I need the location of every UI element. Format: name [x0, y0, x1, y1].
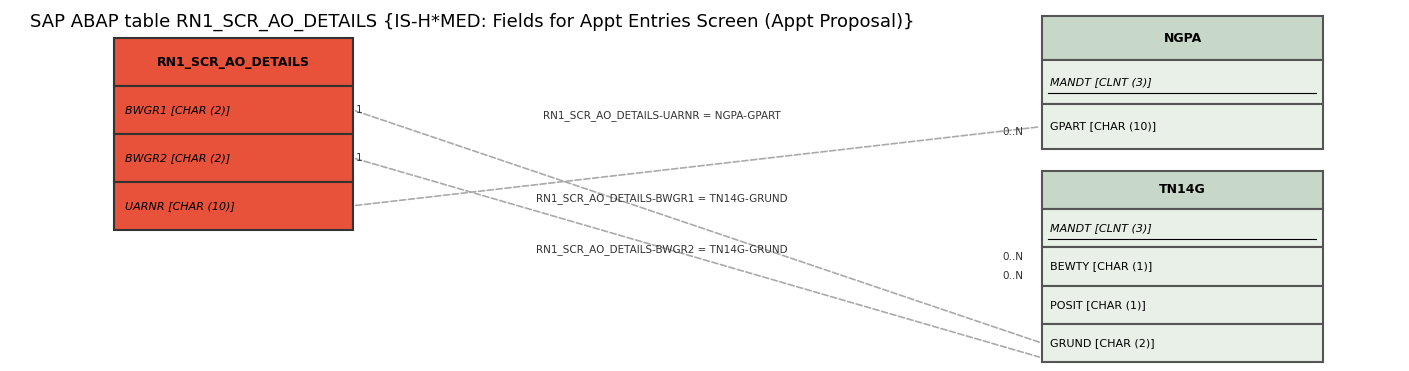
Text: MANDT [CLNT (3)]: MANDT [CLNT (3)]: [1051, 223, 1153, 233]
FancyBboxPatch shape: [1043, 16, 1323, 60]
Text: MANDT [CLNT (3)]: MANDT [CLNT (3)]: [1051, 78, 1153, 88]
FancyBboxPatch shape: [1043, 324, 1323, 362]
FancyBboxPatch shape: [114, 38, 352, 86]
FancyBboxPatch shape: [1043, 60, 1323, 105]
Text: NGPA: NGPA: [1164, 32, 1202, 45]
Text: BWGR1 [CHAR (2)]: BWGR1 [CHAR (2)]: [125, 105, 231, 115]
Text: 0..N: 0..N: [1003, 127, 1023, 137]
FancyBboxPatch shape: [1043, 171, 1323, 209]
Text: 0..N: 0..N: [1003, 271, 1023, 281]
Text: BWGR2 [CHAR (2)]: BWGR2 [CHAR (2)]: [125, 153, 231, 163]
Text: 1: 1: [355, 153, 362, 163]
FancyBboxPatch shape: [1043, 105, 1323, 149]
Text: 0..N: 0..N: [1003, 252, 1023, 262]
FancyBboxPatch shape: [1043, 209, 1323, 247]
FancyBboxPatch shape: [1043, 286, 1323, 324]
Text: BEWTY [CHAR (1)]: BEWTY [CHAR (1)]: [1051, 262, 1153, 272]
Text: RN1_SCR_AO_DETAILS-BWGR1 = TN14G-GRUND: RN1_SCR_AO_DETAILS-BWGR1 = TN14G-GRUND: [535, 193, 788, 204]
FancyBboxPatch shape: [114, 134, 352, 182]
Text: GPART [CHAR (10)]: GPART [CHAR (10)]: [1051, 122, 1157, 132]
Text: UARNR [CHAR (10)]: UARNR [CHAR (10)]: [125, 201, 235, 211]
Text: GRUND [CHAR (2)]: GRUND [CHAR (2)]: [1051, 338, 1155, 348]
Text: RN1_SCR_AO_DETAILS: RN1_SCR_AO_DETAILS: [156, 56, 310, 69]
Text: 1: 1: [355, 105, 362, 115]
Text: RN1_SCR_AO_DETAILS-BWGR2 = TN14G-GRUND: RN1_SCR_AO_DETAILS-BWGR2 = TN14G-GRUND: [535, 244, 788, 255]
FancyBboxPatch shape: [114, 86, 352, 134]
Text: POSIT [CHAR (1)]: POSIT [CHAR (1)]: [1051, 300, 1146, 310]
FancyBboxPatch shape: [114, 182, 352, 230]
FancyBboxPatch shape: [1043, 247, 1323, 286]
Text: SAP ABAP table RN1_SCR_AO_DETAILS {IS-H*MED: Fields for Appt Entries Screen (App: SAP ABAP table RN1_SCR_AO_DETAILS {IS-H*…: [30, 13, 914, 31]
Text: TN14G: TN14G: [1160, 183, 1206, 196]
Text: RN1_SCR_AO_DETAILS-UARNR = NGPA-GPART: RN1_SCR_AO_DETAILS-UARNR = NGPA-GPART: [542, 110, 781, 121]
